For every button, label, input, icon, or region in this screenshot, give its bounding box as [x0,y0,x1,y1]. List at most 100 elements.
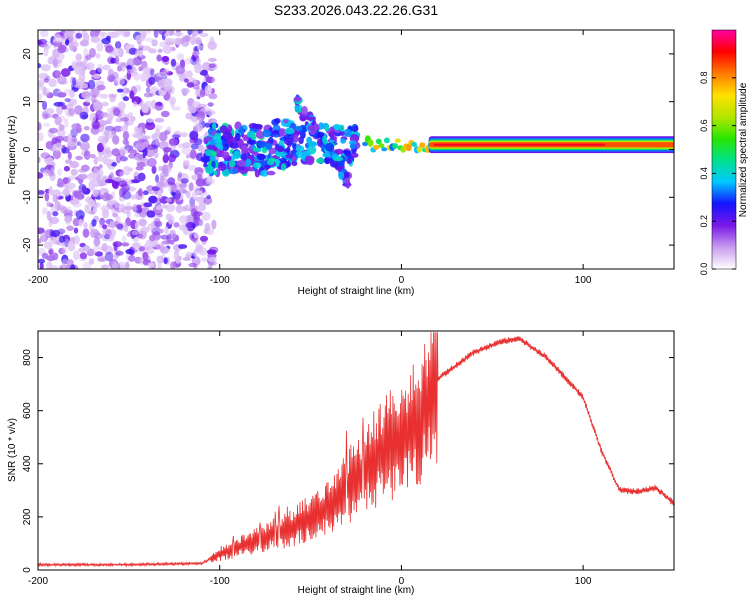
spectrogram-cell [92,205,98,214]
spectrogram-cell [78,183,87,193]
spectrogram-cell [88,180,96,190]
spectrogram-cell [56,105,63,115]
spectrogram-cell [350,152,359,158]
spectrogram-cell [145,246,155,255]
spectrogram-cell [52,58,58,67]
spectrogram-cell [132,101,138,108]
spectrogram-cell [72,41,79,48]
spectrogram-cell [122,130,130,141]
spectrogram-cell [123,31,131,37]
spectrogram-cell [405,143,412,152]
spectrogram-cell [136,131,143,140]
spectrogram-cell [160,110,170,118]
spectrogram-cell [71,123,82,130]
spectrogram-cell [138,246,146,252]
spectrogram-cell [102,158,113,165]
spectrogram-cells [38,30,674,269]
spectrogram-cell [322,152,331,158]
spectrogram-cell [38,172,44,179]
spectrogram-cell [76,141,81,146]
spectrogram-cell [175,65,185,75]
spectrogram-xtick-label: 100 [575,275,592,286]
spectrogram-cell [79,111,89,120]
spectrogram-cell [343,171,350,179]
spectrogram-cell [52,211,59,217]
spectrogram-cell [143,190,149,196]
spectrogram-cell [156,54,162,62]
spectrogram-cell [115,117,124,123]
spectrogram-cell [110,31,120,39]
spectrogram-cell [82,228,90,238]
spectrogram-cell [46,201,52,207]
spectrogram-cell [182,256,191,261]
spectrogram-cell [105,179,114,184]
spectrogram-cell [40,64,51,72]
spectrogram-cell [93,231,101,237]
spectrogram-cell [43,78,50,83]
spectrogram-cell [283,137,294,146]
spectrogram-cell [153,30,159,38]
spectrogram-cell [112,47,123,56]
spectrogram-cell [180,178,189,184]
chart-title: S233.2026.043.22.26.G31 [274,2,438,18]
spectrogram-cell [262,129,272,138]
spectrogram-cell [69,161,80,169]
snr-panel: -200 -100 0 100 0 200 400 600 800 Height of stra… [7,330,675,596]
spectrogram-cell [61,245,68,255]
spectrogram-cell [280,163,287,171]
spectrogram-cell [105,35,111,41]
spectrogram-cell [93,101,102,106]
spectrogram-cell [61,104,67,110]
spectrogram-cell [89,250,97,255]
spectrogram-cell [198,202,207,212]
spectrogram-cell [80,164,90,172]
spectrogram-cell [95,52,101,59]
spectrogram-cell [150,68,155,77]
spectrogram-cell [165,197,172,203]
spectrogram-cell [100,264,110,269]
spectrogram-cell [373,144,379,150]
spectrogram-cell [155,174,160,183]
spectrogram-cell [142,252,149,261]
spectrogram-cell [57,128,66,138]
spectrogram-cell [88,258,95,265]
spectrogram-cell [79,65,85,74]
spectrogram-cell [207,256,217,262]
spectrogram-cell [170,239,175,245]
spectrogram-cell [181,146,192,155]
spectrogram-cell [92,189,99,198]
spectrogram-cell [155,197,163,204]
spectrogram-cell [171,106,181,111]
spectrogram-cell [182,159,191,166]
spectrogram-cell [96,84,106,91]
snr-ytick-label: 200 [22,508,33,525]
spectrogram-cell [168,153,176,163]
spectrogram-cell [139,73,147,82]
spectrogram-cell [212,170,218,176]
spectrogram-cell [79,252,88,260]
colorbar-tick-label: 0.6 [699,119,709,132]
spectrogram-cell [65,39,70,46]
spectrogram-cell [208,93,218,100]
spectrogram-cell [115,250,124,256]
spectrogram-cell [122,190,132,200]
spectrogram-cell [46,261,53,269]
colorbar-tick-label: 0.2 [699,215,709,228]
spectrogram-cell [151,165,157,174]
spectrogram-cell [133,175,138,183]
spectrogram-cell [122,96,130,102]
spectrogram-cell [159,228,164,234]
spectrogram-cell [43,169,51,177]
spectrogram-cell [274,118,281,124]
spectrogram-cell [119,171,124,177]
spectrogram-cell [340,138,347,144]
spectrogram-cell [38,190,45,195]
spectrogram-cell [163,257,168,265]
spectrogram-cell [178,171,183,179]
spectrogram-cell [48,236,57,245]
spectrogram-cell [50,204,58,213]
spectrogram-cell [101,192,111,202]
spectrogram-cell [100,31,107,37]
spectrogram-cell [100,189,105,196]
spectrogram-cell [52,149,62,160]
